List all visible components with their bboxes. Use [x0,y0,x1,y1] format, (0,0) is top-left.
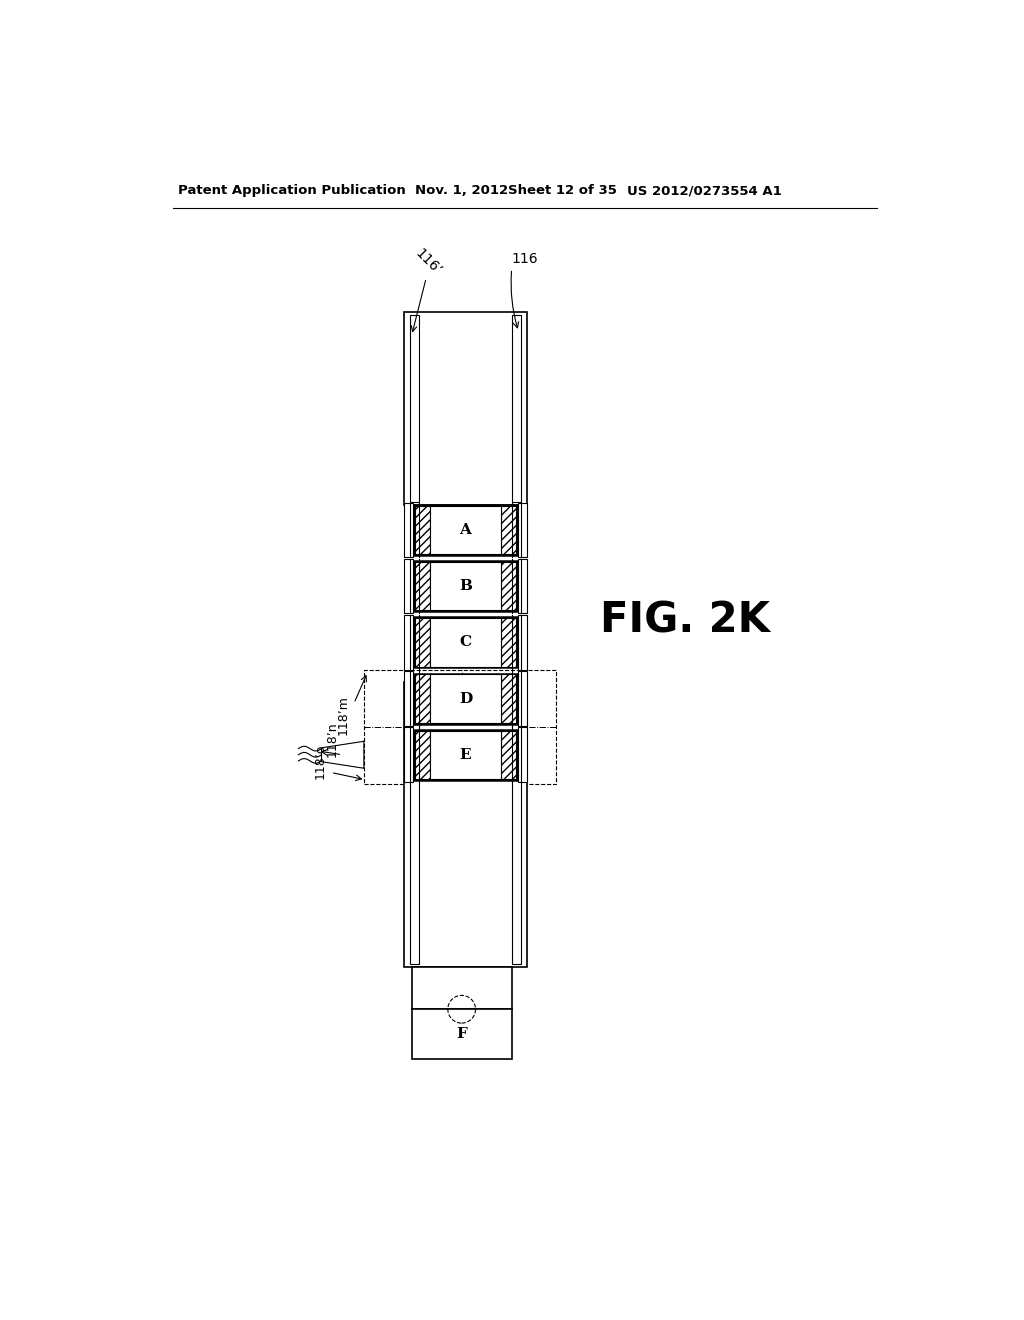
Bar [501,618,516,667]
Bar [430,618,501,667]
Bar [412,966,512,1010]
Bar [415,675,430,723]
Bar [403,558,413,614]
Bar [415,730,430,779]
Text: Nov. 1, 2012: Nov. 1, 2012 [416,185,509,197]
Bar [415,618,430,667]
Bar [430,675,501,723]
Bar [414,618,517,668]
Bar [518,672,527,726]
Text: 118’m: 118’m [337,696,350,735]
Bar [414,730,517,780]
Bar [501,506,516,554]
Text: 116: 116 [512,252,539,267]
Bar [364,669,556,784]
Bar [501,730,516,779]
Bar [412,1010,512,1059]
Bar [414,561,517,611]
Bar [414,506,517,554]
Text: D: D [459,692,472,706]
Bar [403,682,527,966]
Bar [518,558,527,614]
Bar [501,675,516,723]
Bar [415,506,430,554]
Bar [414,673,517,723]
Text: 118’o: 118’o [314,743,327,779]
Bar [518,727,527,781]
Text: F: F [457,1027,467,1041]
Text: Patent Application Publication: Patent Application Publication [178,185,407,197]
Bar [403,503,413,557]
Bar [403,672,413,726]
Bar [518,615,527,669]
Bar [403,615,413,669]
Text: US 2012/0273554 A1: US 2012/0273554 A1 [628,185,782,197]
Text: C: C [460,635,472,649]
Bar [410,315,419,502]
Bar [512,685,521,964]
Text: FIG. 2K: FIG. 2K [600,599,770,642]
Text: A: A [460,523,471,537]
Bar [403,727,413,781]
Text: E: E [460,747,471,762]
Bar [403,313,527,506]
Text: 116’: 116’ [413,246,444,277]
Bar [430,506,501,554]
Bar [430,562,501,610]
Text: Sheet 12 of 35: Sheet 12 of 35 [508,185,616,197]
Text: B: B [459,579,472,593]
Bar [501,562,516,610]
Bar [430,730,501,779]
Bar [410,685,419,964]
Bar [518,503,527,557]
Text: 118’n: 118’n [326,722,339,758]
Bar [512,315,521,502]
Bar [415,562,430,610]
